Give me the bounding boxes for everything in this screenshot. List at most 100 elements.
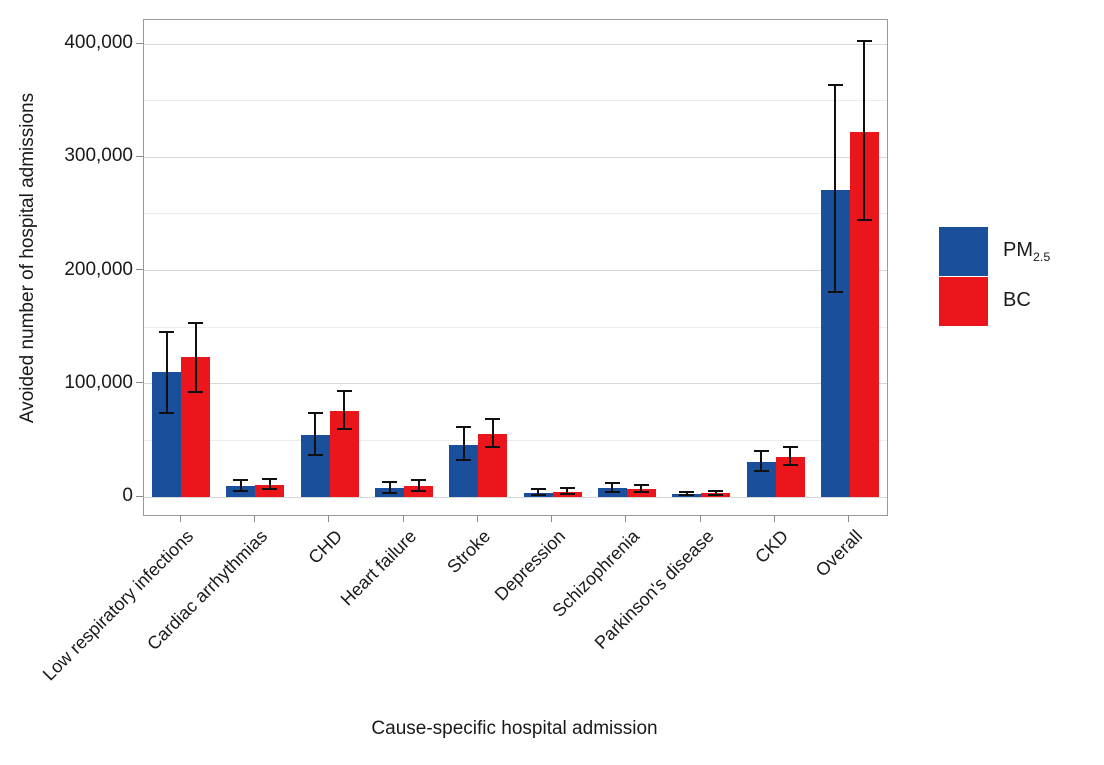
error-bar-cap-top bbox=[233, 479, 249, 481]
error-bar-cap-bottom bbox=[753, 469, 769, 472]
x-axis-tick bbox=[253, 515, 255, 522]
error-bar-cap-top bbox=[753, 449, 769, 452]
error-bar-line bbox=[611, 483, 614, 492]
error-bar-cap-top bbox=[604, 482, 620, 485]
error-bar-cap-top bbox=[633, 483, 649, 486]
gridline-minor bbox=[144, 213, 887, 215]
error-bar-line bbox=[537, 489, 540, 496]
error-bar-cap-top bbox=[679, 491, 695, 494]
legend-label-bc-text: BC bbox=[1003, 289, 1031, 311]
error-bar-cap-top bbox=[336, 389, 352, 392]
error-bar-line bbox=[268, 478, 271, 490]
error-bar-line bbox=[834, 84, 837, 292]
error-bar-cap-top bbox=[708, 489, 724, 492]
error-bar-line bbox=[491, 418, 494, 448]
error-bar-cap-bottom bbox=[604, 490, 620, 493]
error-bar-cap-bottom bbox=[456, 458, 472, 461]
y-axis-tick bbox=[136, 382, 143, 384]
error-bar-cap-bottom bbox=[411, 490, 427, 493]
x-axis-tick bbox=[848, 515, 850, 522]
x-tick-label: Overall bbox=[811, 526, 866, 581]
y-axis-tick bbox=[136, 155, 143, 157]
legend-label-pm25: PM2.5 bbox=[1003, 239, 1050, 264]
error-bar-line bbox=[640, 484, 643, 492]
gridline-minor bbox=[144, 100, 887, 102]
y-axis-tick bbox=[136, 42, 143, 44]
error-bar-cap-top bbox=[307, 412, 323, 415]
legend-item-bc: BC bbox=[939, 277, 1050, 326]
x-axis-tick bbox=[625, 515, 627, 522]
x-axis-tick bbox=[774, 515, 776, 522]
x-tick-label: CKD bbox=[750, 526, 792, 568]
error-bar-cap-bottom bbox=[307, 454, 323, 457]
x-tick-label: Heart failure bbox=[336, 526, 421, 610]
x-tick-label: Depression bbox=[490, 526, 569, 605]
x-axis-tick bbox=[551, 515, 553, 522]
x-axis-tick bbox=[179, 515, 181, 522]
error-bar-cap-top bbox=[827, 83, 843, 86]
error-bar-cap-top bbox=[456, 425, 472, 428]
x-axis-tick bbox=[402, 515, 404, 522]
error-bar-cap-top bbox=[159, 330, 175, 333]
gridline-minor bbox=[144, 326, 887, 328]
error-bar-line bbox=[714, 490, 717, 495]
error-bar-line bbox=[165, 331, 168, 414]
error-bar-line bbox=[685, 492, 688, 496]
error-bar-cap-bottom bbox=[679, 494, 695, 497]
y-axis-tick bbox=[136, 269, 143, 270]
error-bar-line bbox=[789, 447, 792, 466]
y-tick-label: 200,000 bbox=[64, 258, 133, 280]
x-tick-label: Low respiratory infections bbox=[38, 526, 198, 685]
error-bar-cap-top bbox=[188, 321, 204, 324]
x-axis-tick bbox=[328, 515, 330, 522]
legend-swatch-bc-icon bbox=[939, 277, 988, 326]
error-bar-cap-bottom bbox=[188, 390, 204, 393]
error-bar-cap-bottom bbox=[827, 291, 843, 294]
y-tick-label: 300,000 bbox=[64, 145, 133, 167]
error-bar-cap-bottom bbox=[485, 446, 501, 449]
error-bar-line bbox=[343, 390, 346, 430]
error-bar-line bbox=[417, 480, 420, 492]
x-axis-title: Cause-specific hospital admission bbox=[371, 718, 658, 739]
gridline-major bbox=[144, 156, 887, 158]
error-bar-cap-bottom bbox=[530, 494, 546, 497]
error-bar-line bbox=[462, 426, 465, 460]
error-bar-cap-top bbox=[485, 417, 501, 420]
error-bar-cap-bottom bbox=[262, 488, 278, 491]
x-tick-label: Stroke bbox=[443, 526, 495, 577]
legend-item-pm25: PM2.5 bbox=[939, 227, 1050, 276]
error-bar-cap-top bbox=[782, 446, 798, 449]
y-tick-label: 0 bbox=[122, 485, 133, 506]
error-bar-line bbox=[239, 480, 242, 492]
error-bar-cap-bottom bbox=[233, 490, 249, 493]
legend-swatch-pm25-icon bbox=[939, 227, 988, 276]
error-bar-line bbox=[194, 322, 197, 392]
error-bar-cap-top bbox=[530, 488, 546, 491]
legend: PM2.5 BC bbox=[939, 227, 1050, 327]
error-bar-cap-bottom bbox=[159, 412, 175, 415]
y-tick-label: 100,000 bbox=[64, 371, 133, 393]
bar-bc bbox=[255, 484, 285, 497]
error-bar-line bbox=[863, 40, 866, 220]
x-axis-tick bbox=[699, 515, 701, 522]
error-bar-cap-top bbox=[411, 479, 427, 481]
error-bar-cap-bottom bbox=[856, 218, 872, 221]
error-bar-line bbox=[314, 413, 317, 456]
error-bar-cap-bottom bbox=[708, 493, 724, 496]
legend-label-bc: BC bbox=[1003, 289, 1031, 314]
error-bar-cap-bottom bbox=[336, 428, 352, 431]
error-bar-cap-top bbox=[382, 480, 398, 483]
gridline-major bbox=[144, 496, 887, 498]
x-axis-tick bbox=[476, 515, 478, 522]
error-bar-line bbox=[566, 487, 569, 495]
error-bar-cap-bottom bbox=[633, 491, 649, 494]
error-bar-line bbox=[388, 481, 391, 494]
error-bar-cap-bottom bbox=[782, 464, 798, 467]
error-bar-cap-top bbox=[262, 477, 278, 480]
gridline-major bbox=[144, 383, 887, 385]
gridline-minor bbox=[144, 439, 887, 441]
x-tick-label: CHD bbox=[304, 526, 346, 568]
legend-label-pm25-text: PM bbox=[1003, 239, 1033, 261]
legend-label-pm25-subscript: 2.5 bbox=[1033, 250, 1051, 264]
